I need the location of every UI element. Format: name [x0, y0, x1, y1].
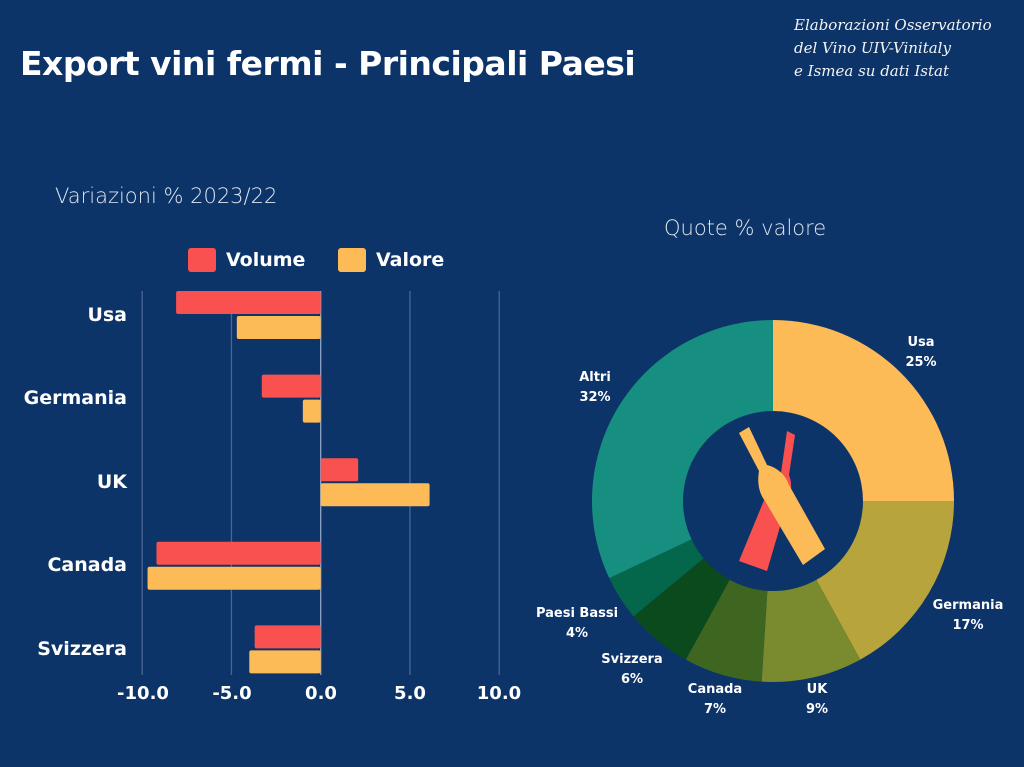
yellow-bottle-icon [739, 427, 825, 565]
slice-name: Paesi Bassi [535, 606, 619, 621]
donut-slice-altri [592, 320, 773, 579]
slice-name: Canada [687, 682, 743, 697]
source-note: Elaborazioni Osservatorio del Vino UIV-V… [794, 14, 992, 83]
bar-chart-subtitle: Variazioni % 2023/22 [55, 184, 278, 208]
category-label: Svizzera [37, 638, 127, 660]
bar-volume [320, 458, 359, 482]
legend-label: Valore [376, 249, 445, 271]
x-tick-label: 5.0 [394, 683, 426, 704]
slice-value: 17% [952, 618, 984, 633]
source-line: Elaborazioni Osservatorio [794, 16, 992, 34]
bar-valore [249, 650, 321, 674]
legend-label: Volume [226, 249, 306, 271]
donut-slice-paesi-bassi [609, 539, 704, 617]
donut-slice-svizzera [633, 558, 730, 660]
pie-chart-subtitle: Quote % valore [664, 216, 827, 240]
donut-slice-usa [773, 320, 954, 501]
donut-slice-germania [816, 501, 955, 660]
source-line: e Ismea su dati Istat [794, 62, 949, 80]
slice-label-svizzera: Svizzera 6% [582, 650, 682, 690]
bar-valore [302, 399, 321, 423]
slice-label-altri: Altri 32% [545, 368, 645, 408]
bar-volume [156, 541, 321, 565]
donut-slice-uk [761, 579, 861, 682]
slice-value: 6% [620, 672, 644, 687]
slice-value: 9% [805, 702, 829, 717]
category-label: UK [96, 471, 127, 493]
bar-valore [147, 566, 321, 590]
slice-label-canada: Canada 7% [665, 680, 765, 720]
slice-name: UK [806, 682, 828, 697]
x-tick-label: 0.0 [305, 683, 337, 704]
slice-name: Altri [579, 370, 611, 385]
page-title: Export vini fermi - Principali Paesi [20, 44, 636, 83]
category-label: Germania [23, 387, 127, 409]
legend-swatch-volume [188, 248, 216, 272]
legend-item-valore: Valore [338, 248, 444, 272]
slice-value: 32% [579, 390, 611, 405]
category-label: Canada [47, 554, 127, 576]
legend-swatch-valore [338, 248, 366, 272]
slice-name: Germania [932, 598, 1004, 613]
x-tick-label: 10.0 [476, 683, 522, 704]
bar-volume [176, 291, 321, 314]
slice-name: Svizzera [601, 652, 663, 667]
x-tick-label: -10.0 [117, 683, 169, 704]
category-label: Usa [87, 304, 127, 326]
source-line: del Vino UIV-Vinitaly [794, 39, 951, 57]
legend-item-volume: Volume [188, 248, 305, 272]
bar-valore [236, 316, 321, 339]
slice-label-uk: UK 9% [767, 680, 867, 720]
slice-value: 4% [565, 626, 589, 641]
slice-value: 7% [703, 702, 727, 717]
bar-valore [320, 483, 430, 507]
donut-slice-canada [685, 579, 768, 682]
slice-value: 25% [905, 355, 937, 370]
x-tick-label: -5.0 [212, 683, 252, 704]
bar-volume [254, 625, 321, 649]
slice-label-germania: Germania 17% [918, 596, 1018, 636]
slice-name: Usa [907, 335, 935, 350]
slice-label-paesi-bassi: Paesi Bassi 4% [527, 604, 627, 644]
slice-label-usa: Usa 25% [871, 333, 971, 373]
bar-volume [261, 374, 321, 398]
wine-bottles-icon [739, 427, 825, 571]
